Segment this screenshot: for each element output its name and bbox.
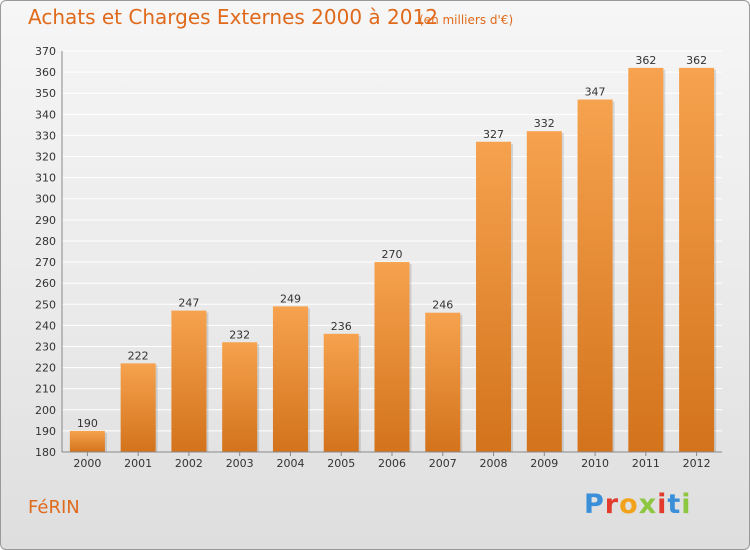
- data-label: 247: [178, 297, 199, 310]
- y-tick-label: 310: [35, 172, 56, 185]
- y-tick-label: 360: [35, 66, 56, 79]
- bar: [628, 67, 664, 452]
- bar: [120, 363, 156, 452]
- data-label: 190: [77, 417, 98, 430]
- data-label: 222: [128, 349, 149, 362]
- data-label: 236: [331, 320, 352, 333]
- bar: [171, 310, 207, 452]
- x-tick-label: 2005: [327, 457, 355, 470]
- y-tick-label: 320: [35, 151, 56, 164]
- y-tick-label: 250: [35, 298, 56, 311]
- x-tick-label: 2008: [480, 457, 508, 470]
- y-tick-label: 370: [35, 45, 56, 58]
- axes: [61, 51, 722, 456]
- data-label: 246: [432, 299, 453, 312]
- y-tick-label: 190: [35, 425, 56, 438]
- bar: [425, 312, 461, 452]
- bar: [476, 141, 512, 452]
- data-label: 232: [229, 328, 250, 341]
- labels: 180 190 200 210 220 230 240 250 260 270 280 290 300 3…: [35, 45, 711, 470]
- logo-letter: o: [619, 489, 639, 520]
- logo-letter: P: [584, 489, 605, 520]
- y-tick-label: 270: [35, 256, 56, 269]
- x-tick-label: 2001: [124, 457, 152, 470]
- y-tick-label: 300: [35, 193, 56, 206]
- x-tick-label: 2002: [175, 457, 203, 470]
- chart-subtitle: (en milliers d'€): [419, 13, 514, 27]
- logo-letter: i: [657, 489, 668, 520]
- x-tick-label: 2004: [276, 457, 304, 470]
- y-tick-label: 330: [35, 129, 56, 142]
- bar: [272, 306, 308, 452]
- data-label: 249: [280, 292, 301, 305]
- y-tick-label: 260: [35, 277, 56, 290]
- logo-letter: i: [681, 489, 692, 520]
- y-tick-label: 180: [35, 446, 56, 459]
- data-label: 270: [382, 248, 403, 261]
- bar: [679, 67, 715, 452]
- x-tick-label: 2003: [226, 457, 254, 470]
- place-name: FéRIN: [28, 497, 80, 518]
- logo-letter: x: [638, 489, 658, 520]
- y-tick-label: 290: [35, 214, 56, 227]
- y-tick-label: 240: [35, 319, 56, 332]
- bar: [526, 131, 562, 452]
- proxiti-logo: Proxiti: [584, 489, 692, 520]
- x-tick-label: 2009: [530, 457, 558, 470]
- x-tick-label: 2010: [581, 457, 609, 470]
- y-tick-label: 210: [35, 383, 56, 396]
- logo-letter: t: [667, 489, 682, 520]
- x-tick-label: 2000: [73, 457, 101, 470]
- bar: [577, 99, 613, 452]
- x-tick-label: 2006: [378, 457, 406, 470]
- data-label: 347: [585, 86, 606, 99]
- data-label: 362: [686, 54, 707, 67]
- bar: [69, 430, 105, 452]
- x-tick-label: 2007: [429, 457, 457, 470]
- y-tick-label: 200: [35, 404, 56, 417]
- bars: [69, 67, 717, 452]
- y-tick-label: 340: [35, 108, 56, 121]
- chart-title: Achats et Charges Externes 2000 à 2012: [28, 5, 438, 29]
- y-tick-label: 280: [35, 235, 56, 248]
- data-label: 327: [483, 128, 504, 141]
- y-tick-label: 350: [35, 87, 56, 100]
- x-tick-label: 2012: [683, 457, 711, 470]
- bar: [374, 262, 410, 452]
- bar: [222, 342, 258, 452]
- data-label: 362: [635, 54, 656, 67]
- y-tick-label: 220: [35, 362, 56, 375]
- y-tick-label: 230: [35, 340, 56, 353]
- data-label: 332: [534, 117, 555, 130]
- x-tick-label: 2011: [632, 457, 660, 470]
- logo-letter: r: [604, 489, 620, 520]
- bar: [323, 333, 359, 452]
